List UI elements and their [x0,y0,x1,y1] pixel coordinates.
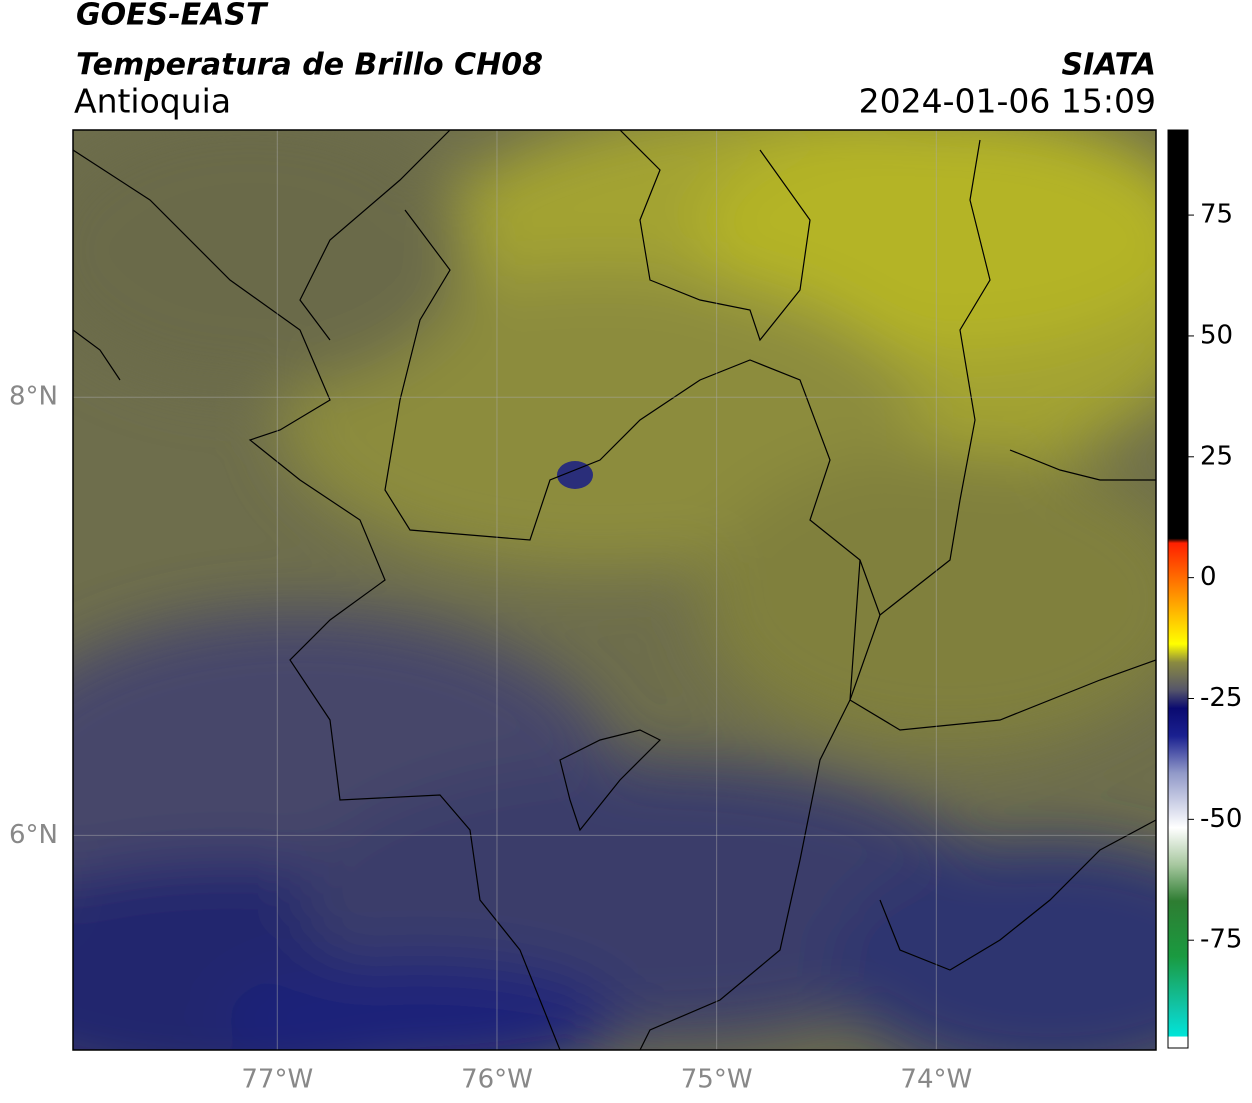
colorbar-tick-label: -50 [1200,804,1242,834]
map-frame [72,129,1157,1051]
colorbar-tick-label: -75 [1200,925,1242,955]
title: GOES-EAST [76,0,269,33]
lat-label: 6°N [9,820,58,850]
lat-label: 8°N [9,382,58,412]
lon-label: 75°W [681,1065,753,1095]
lon-label: 74°W [900,1065,972,1095]
lon-label: 77°W [241,1065,313,1095]
lon-label: 76°W [461,1065,533,1095]
colorbar-tick-label: 50 [1200,320,1233,350]
colorbar-tick-label: 0 [1200,562,1217,592]
colorbar [1167,129,1189,1049]
colorbar-tick-label: 75 [1200,200,1233,230]
subtitle: Temperatura de Brillo CH08 [76,48,543,83]
map-field [73,130,1156,1050]
colorbar-tick-label: -25 [1200,683,1242,713]
region: Antioquia [74,82,231,121]
graticule [73,130,1156,1050]
colorbar-tick-label: 25 [1200,441,1233,471]
timestamp: 2024-01-06 15:09 [859,82,1156,121]
organization: SIATA [1062,48,1156,83]
